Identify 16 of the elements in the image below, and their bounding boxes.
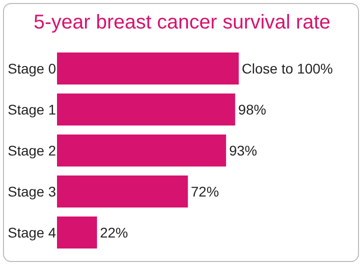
bar	[57, 52, 239, 84]
y-tick-label: Stage 1	[8, 101, 56, 118]
y-tick-label: Stage 3	[8, 183, 56, 200]
bar	[57, 134, 226, 166]
data-label: 72%	[190, 184, 219, 200]
chart-title: 5-year breast cancer survival rate	[34, 11, 330, 34]
data-label: 98%	[238, 102, 266, 118]
y-tick-label: Stage 2	[8, 142, 56, 158]
data-label: Close to 100%	[242, 60, 333, 76]
y-tick-label: Stage 4	[8, 224, 56, 240]
bar	[57, 94, 236, 126]
bar	[57, 176, 188, 208]
data-label: 93%	[229, 142, 258, 158]
y-tick-label: Stage 0	[8, 60, 56, 76]
data-label: 22%	[100, 224, 128, 240]
bar	[57, 216, 97, 248]
